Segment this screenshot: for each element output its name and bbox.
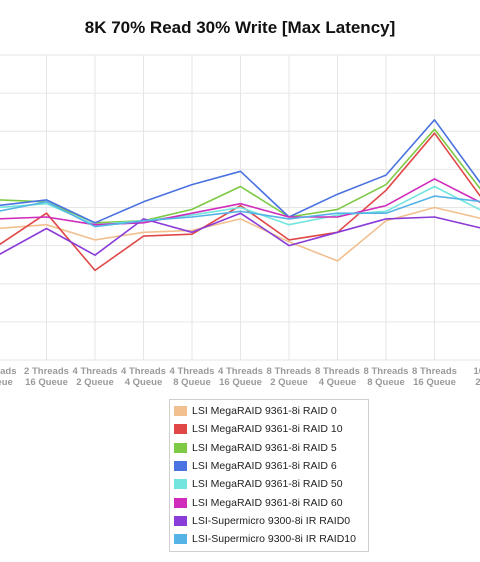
legend-swatch bbox=[174, 515, 187, 526]
legend-item: LSI MegaRAID 9361-8i RAID 60 bbox=[170, 493, 368, 511]
x-tick-label: 4 Threads 4 Queue bbox=[121, 366, 166, 388]
legend-swatch bbox=[174, 442, 187, 453]
x-tick-label: 8 Threads 8 Queue bbox=[364, 366, 409, 388]
legend-item: LSI-Supermicro 9300-8i IR RAID10 bbox=[170, 530, 368, 548]
legend-swatch bbox=[174, 534, 187, 545]
series-lines bbox=[0, 119, 480, 272]
series-line-6 bbox=[0, 178, 480, 226]
series-line-7 bbox=[0, 212, 480, 256]
series-line-4 bbox=[0, 119, 480, 224]
legend-swatch bbox=[174, 461, 187, 472]
x-tick-label: ThreadsQueue bbox=[0, 366, 16, 388]
x-tick-label: 8 Threads 4 Queue bbox=[315, 366, 360, 388]
x-tick-label: 8 Threads 2 Queue bbox=[267, 366, 312, 388]
legend-label: LSI-Supermicro 9300-8i IR RAID0 bbox=[192, 514, 351, 527]
legend: LSI MegaRAID 9361-8i RAID 0 LSI MegaRAID … bbox=[169, 399, 369, 553]
legend-item: LSI MegaRAID 9361-8i RAID 6 bbox=[170, 457, 368, 475]
legend-label: LSI MegaRAID 9361-8i RAID 0 bbox=[192, 405, 337, 418]
legend-label: LSI MegaRAID 9361-8i RAID 10 bbox=[192, 423, 343, 436]
legend-label: LSI-Supermicro 9300-8i IR RAID10 bbox=[192, 533, 356, 546]
x-tick-label: 4 Threads 8 Queue bbox=[170, 366, 215, 388]
series-line-8 bbox=[0, 195, 480, 228]
x-tick-label: 16 T2 Q bbox=[473, 366, 480, 388]
legend-item: LSI-Supermicro 9300-8i IR RAID0 bbox=[170, 512, 368, 530]
x-tick-label: 4 Threads 16 Queue bbox=[218, 366, 263, 388]
legend-label: LSI MegaRAID 9361-8i RAID 6 bbox=[192, 460, 337, 473]
series-line-2 bbox=[0, 132, 480, 272]
chart-title: 8K 70% Read 30% Write [Max Latency] bbox=[84, 18, 396, 37]
legend-swatch bbox=[174, 479, 187, 490]
legend-label: LSI MegaRAID 9361-8i RAID 5 bbox=[192, 441, 337, 454]
legend-item: LSI MegaRAID 9361-8i RAID 5 bbox=[170, 439, 368, 457]
x-tick-label: 8 Threads 16 Queue bbox=[412, 366, 457, 388]
x-tick-label: 2 Threads 16 Queue bbox=[24, 366, 69, 388]
gridlines bbox=[0, 54, 480, 361]
legend-label: LSI MegaRAID 9361-8i RAID 50 bbox=[192, 478, 343, 491]
legend-label: LSI MegaRAID 9361-8i RAID 60 bbox=[192, 496, 343, 509]
legend-item: LSI MegaRAID 9361-8i RAID 0 bbox=[170, 402, 368, 420]
legend-item: LSI MegaRAID 9361-8i RAID 50 bbox=[170, 475, 368, 493]
x-tick-label: 4 Threads 2 Queue bbox=[73, 366, 118, 388]
legend-swatch bbox=[174, 497, 187, 508]
legend-item: LSI MegaRAID 9361-8i RAID 10 bbox=[170, 420, 368, 438]
legend-swatch bbox=[174, 406, 187, 417]
series-line-1 bbox=[0, 206, 480, 262]
legend-swatch bbox=[174, 424, 187, 435]
